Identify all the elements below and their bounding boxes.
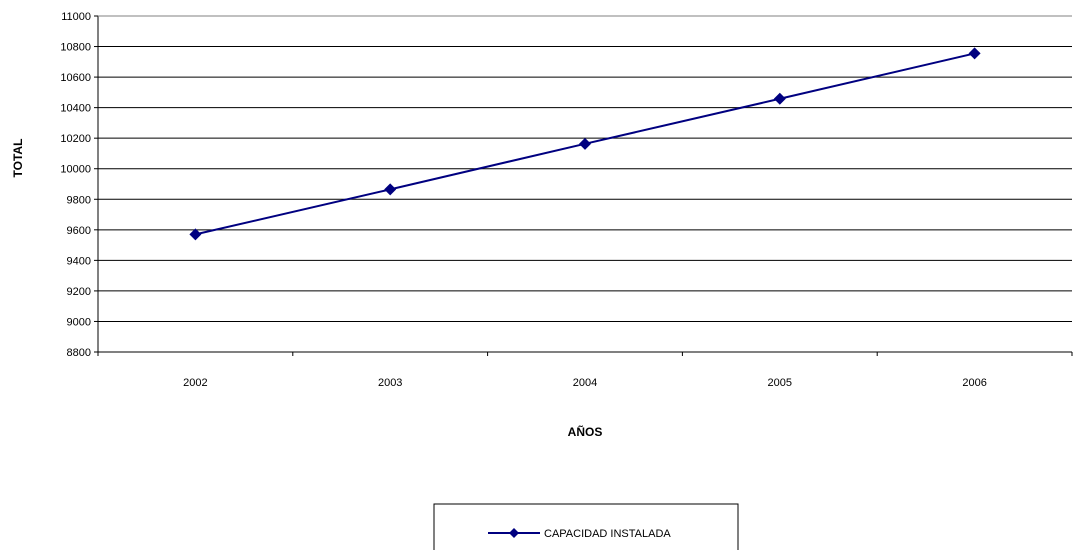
data-point-marker — [968, 47, 981, 60]
y-tick-label: 8800 — [67, 347, 91, 359]
legend-series-label: CAPACIDAD INSTALADA — [544, 528, 671, 540]
y-tick-label: 10800 — [60, 42, 91, 54]
y-tick-label: 9600 — [67, 225, 91, 237]
data-point-marker — [189, 228, 202, 241]
x-axis-title: AÑOS — [568, 424, 603, 439]
y-tick-label: 9200 — [67, 286, 91, 298]
y-tick-label: 9800 — [67, 194, 91, 206]
data-point-marker — [384, 183, 397, 196]
data-point-marker — [773, 92, 786, 105]
legend-box — [433, 503, 739, 550]
x-tick-label: 2002 — [183, 377, 207, 389]
x-tick-label: 2006 — [962, 377, 986, 389]
y-tick-label: 10000 — [60, 164, 91, 176]
x-tick-label: 2003 — [378, 377, 402, 389]
x-tick-label: 2005 — [768, 377, 792, 389]
x-tick-labels: 2002 2003 2004 2005 2006 — [183, 377, 987, 389]
y-tick-label: 9400 — [67, 255, 91, 267]
series-layer — [189, 47, 981, 241]
y-axis-title: TOTAL — [11, 139, 25, 178]
legend-series-marker — [509, 528, 519, 538]
y-tick-label: 11000 — [61, 11, 91, 23]
x-tick-label: 2004 — [573, 377, 597, 389]
y-tick-label: 10400 — [60, 103, 91, 115]
y-tick-label: 10200 — [60, 133, 91, 145]
legend: CAPACIDAD INSTALADA — [433, 503, 739, 550]
data-point-marker — [579, 137, 591, 150]
y-tick-label: 10600 — [60, 72, 91, 84]
gridlines — [98, 46, 1072, 322]
y-tick-label: 9000 — [67, 316, 91, 328]
y-tick-labels: 8800 9000 9200 9400 9600 9800 10000 10200 10400 1… — [60, 11, 91, 359]
axes — [94, 15, 1073, 356]
